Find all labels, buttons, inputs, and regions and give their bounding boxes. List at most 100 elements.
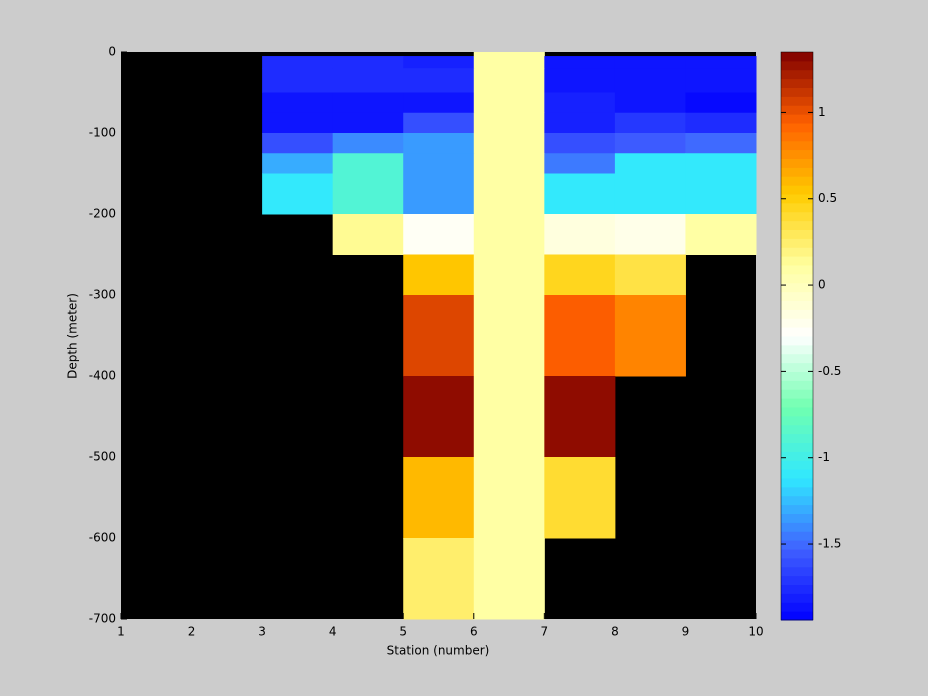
colorbar-swatch [781, 593, 813, 603]
heatmap-cell [403, 254, 475, 296]
colorbar-tick-label: -0.5 [818, 364, 841, 378]
colorbar-swatch [781, 380, 813, 390]
colorbar-swatch [781, 60, 813, 71]
colorbar-swatch [781, 220, 813, 230]
colorbar-swatch [781, 486, 813, 497]
colorbar-swatch [781, 495, 813, 506]
heatmap-cell [544, 153, 616, 174]
x-tick-label: 7 [541, 625, 549, 639]
x-tick-label: 10 [748, 625, 763, 639]
colorbar-swatch [781, 176, 813, 186]
colorbar-swatch [781, 229, 813, 239]
colorbar-swatch [781, 344, 813, 355]
colorbar-swatch [781, 87, 813, 97]
heatmap-cell [614, 214, 686, 255]
heatmap-cell [614, 68, 686, 93]
y-axis-label: Depth (meter) [66, 293, 80, 379]
heatmap-cell [403, 56, 475, 69]
colorbar-swatch [781, 256, 813, 266]
heatmap-cell [473, 92, 545, 114]
heatmap-cell [332, 133, 404, 154]
heatmap-cell [403, 153, 475, 174]
colorbar-swatch [781, 69, 813, 80]
heatmap-cell [544, 254, 616, 296]
colorbar-swatch [781, 389, 813, 399]
heatmap-cell [473, 538, 545, 620]
heatmap-cell [332, 68, 404, 93]
colorbar-swatch [781, 318, 813, 328]
colorbar-swatch [781, 602, 813, 612]
heatmap-cell [614, 254, 686, 296]
colorbar-swatch [781, 52, 813, 62]
heatmap-cell [544, 457, 616, 539]
colorbar-tick-label: -1 [818, 450, 830, 464]
heatmap-cell [262, 56, 334, 69]
colorbar-swatch [781, 478, 813, 488]
colorbar-swatch [781, 549, 813, 559]
heatmap-cell [685, 92, 757, 114]
colorbar-swatch [781, 611, 813, 621]
heatmap-cell [403, 112, 475, 134]
heatmap-cell [544, 376, 616, 458]
colorbar-swatch [781, 131, 813, 142]
heatmap-cell [262, 92, 334, 114]
colorbar-swatch [781, 140, 813, 151]
colorbar-tick-label: 0 [818, 278, 826, 292]
colorbar-swatch [781, 96, 813, 106]
y-tick-label: -300 [89, 288, 116, 302]
colorbar-swatch [781, 194, 813, 204]
heatmap-cell [685, 133, 757, 154]
heatmap-cell [332, 173, 404, 215]
heatmap-cell [332, 112, 404, 134]
heatmap-cell [473, 68, 545, 93]
colorbar-swatch [781, 460, 813, 470]
heatmap-cell [544, 56, 616, 69]
colorbar-swatch [781, 149, 813, 159]
heatmap-cell [473, 153, 545, 174]
heatmap-cell [403, 68, 475, 93]
heatmap-cell [403, 214, 475, 255]
colorbar-swatch [781, 398, 813, 408]
colorbar-swatch [781, 238, 813, 248]
colorbar-swatch [781, 282, 813, 293]
heatmap-cell [614, 92, 686, 114]
colorbar-swatch [781, 415, 813, 426]
heatmap-cell [473, 133, 545, 154]
y-tick-label: 0 [108, 45, 116, 59]
heatmap-cell [614, 173, 686, 215]
heatmap-cell [685, 112, 757, 134]
heatmap-cell [262, 133, 334, 154]
heatmap-cell [332, 214, 404, 255]
y-tick-label: -500 [89, 450, 116, 464]
heatmap-cell [473, 173, 545, 215]
heatmap-cell [614, 56, 686, 69]
heatmap-cell [332, 92, 404, 114]
colorbar-swatch [781, 451, 813, 461]
colorbar-swatch [781, 185, 813, 195]
heatmap-cell [473, 254, 545, 296]
heatmap-cell [685, 68, 757, 93]
x-axis-label: Station (number) [387, 644, 490, 658]
heatmap-cell [403, 457, 475, 539]
heatmap-cell [403, 173, 475, 215]
colorbar-swatch [781, 371, 813, 381]
colorbar-swatch [781, 167, 813, 177]
colorbar-swatch [781, 291, 813, 301]
x-tick-label: 8 [611, 625, 619, 639]
colorbar-swatch [781, 575, 813, 585]
heatmap-cell [262, 112, 334, 134]
colorbar-swatch [781, 105, 813, 115]
y-tick-label: -200 [89, 207, 116, 221]
colorbar-swatch [781, 247, 813, 257]
x-tick-label: 1 [117, 625, 125, 639]
heatmap-cell [262, 153, 334, 174]
colorbar-tick-label: -1.5 [818, 537, 841, 551]
colorbar-swatch [781, 202, 813, 213]
heatmap-cell [332, 56, 404, 69]
x-tick-label: 3 [258, 625, 266, 639]
heatmap-cell [473, 457, 545, 539]
colorbar-swatch [781, 424, 813, 435]
heatmap-cell [614, 295, 686, 377]
heatmap-cell [473, 214, 545, 255]
colorbar-swatch [781, 433, 813, 443]
